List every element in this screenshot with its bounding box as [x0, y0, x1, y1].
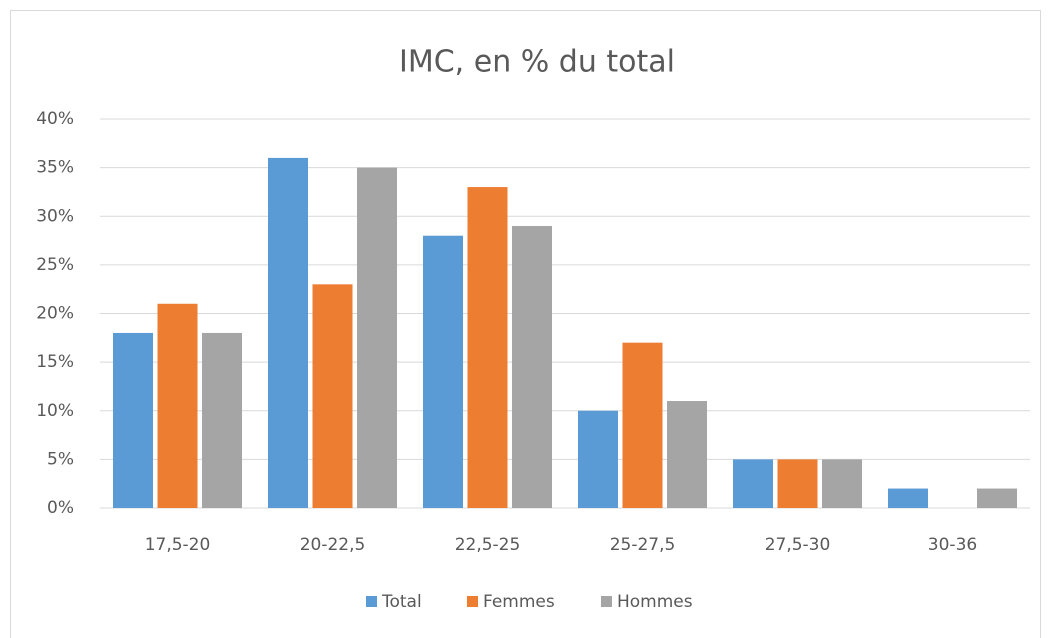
y-tick-label: 30%: [36, 206, 74, 226]
bar: [733, 459, 773, 508]
x-tick-label: 22,5-25: [455, 535, 521, 555]
y-tick-label: 25%: [36, 255, 74, 275]
bar: [888, 488, 928, 508]
legend-label: Total: [381, 592, 422, 612]
x-tick-label: 20-22,5: [300, 535, 366, 555]
bar: [777, 459, 818, 508]
bar: [578, 410, 618, 508]
y-tick-label: 0%: [47, 498, 74, 518]
bar: [512, 225, 552, 508]
bar: [268, 157, 308, 508]
legend-label: Femmes: [483, 592, 555, 612]
x-tick-label: 25-27,5: [610, 535, 676, 555]
bar: [312, 284, 353, 508]
y-tick-label: 15%: [36, 352, 74, 372]
bar: [622, 342, 663, 508]
bar: [357, 167, 397, 508]
bar: [202, 332, 242, 508]
bar: [822, 459, 862, 508]
x-tick-label: 17,5-20: [145, 535, 211, 555]
y-tick-label: 10%: [36, 401, 74, 421]
legend-swatch: [601, 596, 612, 607]
legend-label: Hommes: [617, 592, 693, 612]
y-tick-label: 40%: [36, 109, 74, 129]
chart-title: IMC, en % du total: [399, 45, 675, 80]
legend-swatch: [467, 596, 478, 607]
bar: [467, 187, 508, 508]
bar: [157, 303, 198, 508]
y-tick-label: 5%: [47, 449, 74, 469]
bar: [113, 332, 153, 508]
bar: [667, 401, 707, 508]
x-tick-label: 27,5-30: [765, 535, 831, 555]
y-tick-label: 35%: [36, 158, 74, 178]
bar: [977, 488, 1017, 508]
legend-swatch: [366, 596, 377, 607]
y-tick-label: 20%: [36, 304, 74, 324]
x-tick-label: 30-36: [928, 535, 977, 555]
bar: [423, 235, 463, 508]
